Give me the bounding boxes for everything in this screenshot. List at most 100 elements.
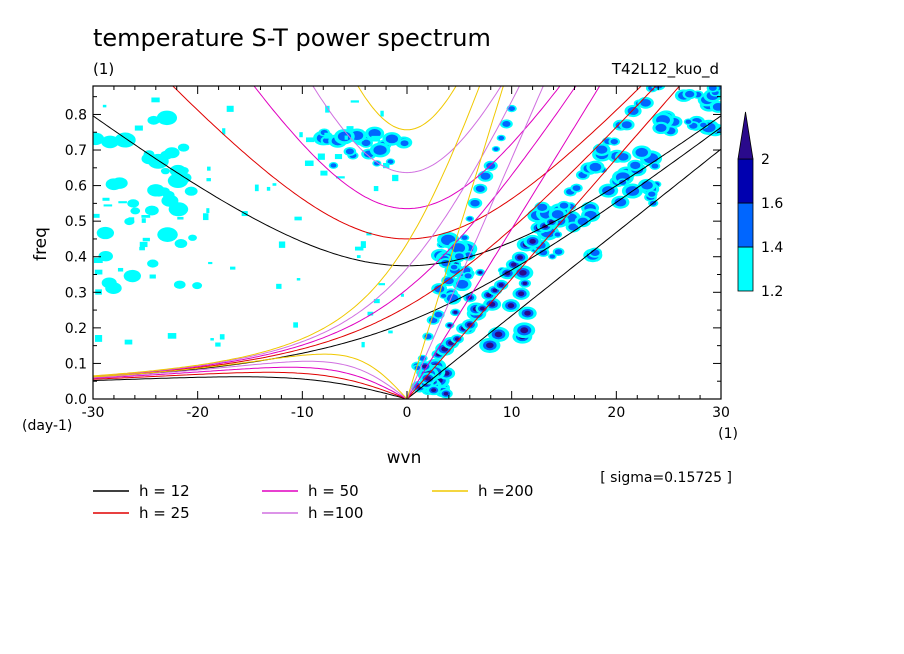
power-blob — [192, 282, 203, 290]
power-blob-core — [368, 129, 381, 138]
power-blob-peak — [529, 238, 536, 244]
power-blob-core — [373, 161, 380, 166]
power-blob-peak — [478, 271, 482, 274]
power-speck — [254, 184, 259, 192]
power-blob-core — [684, 43, 696, 52]
power-blob-core — [621, 121, 632, 129]
power-speck — [293, 322, 298, 328]
power-speck — [202, 213, 209, 221]
x-axis-label: wvn — [387, 448, 422, 468]
power-blob-peak — [519, 269, 527, 276]
y-unit-label: (day-1) — [22, 418, 72, 434]
power-blob — [156, 110, 178, 126]
power-blob-peak — [494, 331, 503, 338]
power-speck — [392, 174, 399, 182]
power-speck — [400, 293, 404, 297]
plot-frame — [92, 85, 722, 400]
x-unit-label: (1) — [718, 426, 738, 442]
power-blob-core — [697, 22, 706, 29]
power-blob-core — [648, 191, 656, 197]
dispersion-curve-mrg — [93, 86, 521, 377]
power-blob-core — [671, 50, 684, 59]
power-speck — [93, 213, 100, 218]
y-tick-label: 0.0 — [65, 392, 87, 408]
power-blob-core — [451, 243, 466, 253]
power-speck — [354, 246, 364, 251]
legend-label: h =100 — [308, 504, 363, 522]
power-blob-core — [508, 106, 515, 111]
power-speck — [294, 216, 302, 221]
dispersion-curve-mrg — [93, 126, 721, 378]
power-blob-core — [635, 147, 648, 157]
power-speck — [278, 241, 286, 248]
power-blob-core — [475, 185, 485, 192]
power-speck — [103, 204, 113, 207]
dispersion-curve-rossby — [93, 371, 408, 399]
colorbar-label: 1.6 — [761, 196, 783, 212]
power-blob-peak — [431, 388, 437, 393]
power-blob-peak — [522, 281, 528, 286]
power-blob-core — [678, 46, 689, 54]
power-blob-core — [330, 163, 337, 168]
power-speck — [222, 128, 226, 135]
power-blob-core — [610, 138, 618, 145]
colorbar-segment — [737, 202, 754, 248]
power-speck — [139, 241, 148, 248]
power-speck — [378, 283, 386, 286]
power-speck — [226, 105, 234, 112]
y-axis: 0.0 0.1 0.2 0.3 0.4 0.5 0.6 0.7 0.8 — [65, 96, 721, 408]
power-speck — [134, 125, 143, 131]
dispersion-curve-kelvin — [406, 86, 504, 399]
legend-label: h = 50 — [308, 482, 359, 500]
x-tick-label: 30 — [712, 405, 730, 421]
power-blob-core — [572, 185, 581, 191]
power-speck — [149, 274, 156, 279]
dispersion-curve-mrg — [93, 86, 657, 378]
power-blob-core — [461, 235, 468, 240]
power-blob-core — [345, 148, 354, 155]
power-blob — [147, 153, 169, 169]
power-blob-core — [641, 181, 653, 190]
dispersion-curve-kelvin — [406, 86, 601, 399]
power-blob — [707, 7, 723, 18]
y-tick-label: 0.7 — [65, 143, 87, 159]
power-blob-peak — [549, 220, 554, 224]
power-speck — [373, 298, 380, 304]
power-blob — [127, 199, 140, 208]
x-tick-label: 10 — [503, 405, 521, 421]
power-blob-core — [400, 140, 409, 147]
power-speck — [299, 132, 303, 138]
power-blob-core — [440, 293, 447, 298]
power-blob-core — [655, 123, 667, 132]
power-speck — [350, 100, 359, 103]
power-blob — [151, 186, 167, 197]
power-blob-core — [450, 264, 458, 270]
power-speck — [117, 267, 124, 272]
power-blob-core — [498, 135, 505, 141]
power-blob — [160, 167, 170, 175]
y-tick-label: 0.5 — [65, 214, 87, 230]
colorbar-label: 1.2 — [761, 284, 783, 300]
power-speck — [361, 341, 365, 348]
power-blob-core — [685, 119, 692, 124]
power-blob-core — [554, 232, 561, 237]
power-blob-peak — [520, 327, 529, 334]
power-blob-core — [443, 277, 454, 285]
y-tick-label: 0.3 — [65, 285, 87, 301]
power-blob-core — [385, 134, 399, 144]
power-blob-core — [502, 120, 511, 127]
power-blob-core — [434, 311, 443, 318]
chart-subtitle-right: T42L12_kuo_d — [611, 60, 719, 79]
dispersion-curve-mrg — [93, 86, 481, 377]
power-speck — [128, 217, 135, 224]
power-blob-core — [549, 254, 556, 259]
power-speck — [151, 97, 160, 103]
power-blob-core — [454, 253, 464, 260]
power-speck — [360, 241, 366, 249]
power-speck — [208, 261, 213, 265]
power-blob — [101, 135, 119, 149]
power-blob-core — [712, 103, 721, 111]
power-speck — [118, 201, 127, 204]
power-speck — [124, 339, 133, 345]
power-speck — [373, 186, 379, 192]
